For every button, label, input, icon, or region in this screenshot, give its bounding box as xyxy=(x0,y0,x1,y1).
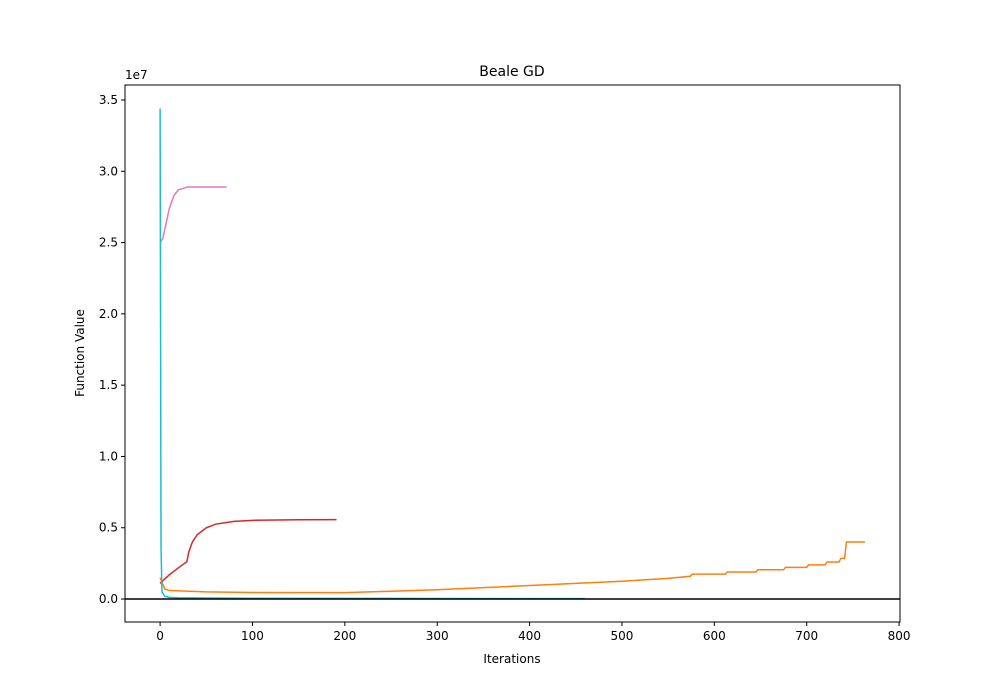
y-tick-label: 3.0 xyxy=(99,164,118,178)
y-tick-label: 1.5 xyxy=(99,378,118,392)
line-series xyxy=(159,518,337,584)
x-tick-label: 700 xyxy=(795,629,818,643)
chart-title: Beale GD xyxy=(479,64,544,80)
x-tick-label: 500 xyxy=(611,629,634,643)
x-tick-label: 600 xyxy=(703,629,726,643)
x-axis-label: Iterations xyxy=(483,652,540,666)
line-series xyxy=(159,186,227,243)
plot-frame xyxy=(124,84,901,623)
x-tick-label: 100 xyxy=(241,629,264,643)
y-tick-label: 2.0 xyxy=(99,307,118,321)
x-tick-label: 400 xyxy=(518,629,541,643)
x-tick-label: 800 xyxy=(888,629,911,643)
x-tick-label: 200 xyxy=(333,629,356,643)
x-tick-label: 0 xyxy=(156,629,164,643)
y-tick-label: 0.0 xyxy=(99,592,118,606)
y-tick-label: 3.5 xyxy=(99,93,118,107)
x-tick-label: 300 xyxy=(426,629,449,643)
y-offset-label: 1e7 xyxy=(125,68,148,82)
y-tick-label: 1.0 xyxy=(99,449,118,463)
y-tick-label: 2.5 xyxy=(99,236,118,250)
y-tick-label: 0.5 xyxy=(99,521,118,535)
y-axis-label: Function Value xyxy=(73,309,87,397)
line-series xyxy=(159,541,865,594)
